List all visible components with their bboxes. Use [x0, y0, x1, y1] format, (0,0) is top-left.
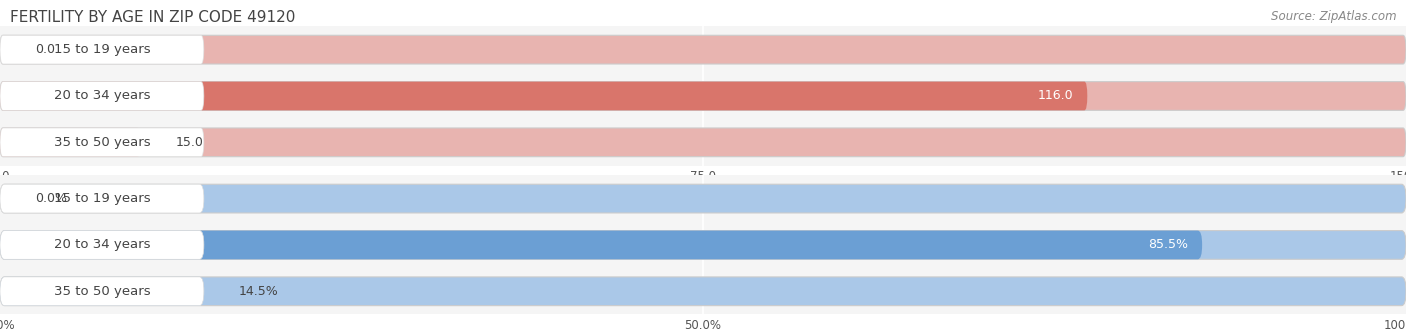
FancyBboxPatch shape — [0, 82, 1087, 110]
Text: 85.5%: 85.5% — [1149, 238, 1188, 252]
Text: 35 to 50 years: 35 to 50 years — [53, 136, 150, 149]
Text: 20 to 34 years: 20 to 34 years — [53, 89, 150, 103]
FancyBboxPatch shape — [0, 277, 204, 306]
Text: FERTILITY BY AGE IN ZIP CODE 49120: FERTILITY BY AGE IN ZIP CODE 49120 — [10, 10, 295, 25]
Text: 35 to 50 years: 35 to 50 years — [53, 285, 150, 298]
FancyBboxPatch shape — [0, 184, 204, 213]
FancyBboxPatch shape — [0, 231, 1202, 259]
FancyBboxPatch shape — [0, 184, 1406, 213]
FancyBboxPatch shape — [0, 128, 204, 157]
Text: Source: ZipAtlas.com: Source: ZipAtlas.com — [1271, 10, 1396, 23]
FancyBboxPatch shape — [0, 231, 1406, 259]
Text: 14.5%: 14.5% — [239, 285, 278, 298]
FancyBboxPatch shape — [0, 277, 204, 306]
Text: 15 to 19 years: 15 to 19 years — [53, 43, 150, 56]
Text: 0.0: 0.0 — [35, 43, 55, 56]
FancyBboxPatch shape — [0, 82, 1406, 110]
FancyBboxPatch shape — [0, 35, 204, 64]
Text: 15.0: 15.0 — [176, 136, 204, 149]
FancyBboxPatch shape — [0, 277, 1406, 306]
FancyBboxPatch shape — [0, 231, 204, 259]
FancyBboxPatch shape — [0, 82, 204, 110]
Text: 116.0: 116.0 — [1038, 89, 1073, 103]
FancyBboxPatch shape — [0, 35, 1406, 64]
Text: 20 to 34 years: 20 to 34 years — [53, 238, 150, 252]
Text: 0.0%: 0.0% — [35, 192, 67, 205]
Text: 15 to 19 years: 15 to 19 years — [53, 192, 150, 205]
FancyBboxPatch shape — [0, 128, 1406, 157]
FancyBboxPatch shape — [0, 128, 141, 157]
